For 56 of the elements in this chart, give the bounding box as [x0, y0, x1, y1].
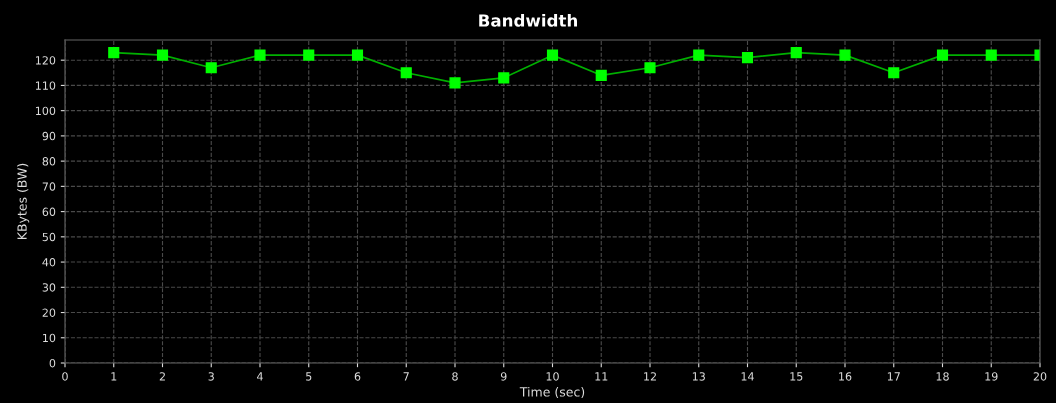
point	[936, 49, 949, 61]
x-tick-label: 17	[887, 372, 900, 381]
x-tick-label: 14	[741, 372, 754, 381]
point	[205, 62, 217, 74]
point	[595, 69, 607, 81]
point	[498, 72, 510, 84]
y-axis-title: KBytes (BW)	[17, 163, 30, 240]
y-tick-label: 20	[42, 308, 56, 317]
point	[546, 49, 559, 61]
x-tick-label: 3	[208, 372, 214, 381]
x-tick-label: 18	[936, 372, 949, 381]
y-tick-label: 30	[42, 283, 56, 292]
point	[888, 67, 900, 79]
x-tick-label: 12	[644, 372, 656, 381]
x-tick-label: 7	[403, 372, 409, 381]
x-tick-label: 0	[62, 372, 68, 381]
x-tick-label: 13	[692, 372, 705, 381]
point	[156, 49, 169, 61]
x-tick-label: 2	[159, 372, 165, 381]
point	[790, 47, 802, 59]
x-axis-title: Time (sec)	[519, 386, 585, 399]
point	[693, 49, 705, 61]
x-tick-label: 4	[257, 372, 263, 381]
x-tick-label: 8	[452, 372, 458, 381]
point	[108, 47, 120, 59]
point	[839, 49, 851, 61]
point	[449, 77, 461, 89]
y-tick-label: 90	[42, 131, 56, 141]
y-tick-label: 100	[35, 106, 56, 116]
x-tick-label: 6	[354, 372, 361, 381]
x-tick-label: 10	[546, 372, 559, 381]
y-tick-label: 0	[49, 358, 56, 368]
x-tick-label: 9	[500, 372, 507, 381]
x-tick-label: 1	[111, 372, 117, 381]
x-tick-label: 20	[1033, 372, 1047, 381]
point	[254, 49, 266, 61]
y-tick-label: 70	[42, 182, 56, 191]
point	[644, 62, 656, 74]
point	[351, 49, 364, 61]
y-tick-label: 50	[42, 232, 56, 242]
y-tick-label: 40	[42, 258, 56, 267]
y-tick-label: 80	[42, 157, 56, 166]
x-tick-label: 5	[306, 372, 312, 381]
x-tick-label: 15	[790, 372, 803, 381]
x-tick-label: 19	[985, 372, 998, 381]
point	[741, 52, 754, 64]
y-tick-label: 10	[43, 333, 56, 343]
y-tick-label: 110	[35, 81, 56, 90]
point	[303, 49, 315, 61]
y-tick-label: 60	[42, 207, 56, 216]
point	[400, 67, 412, 79]
y-tick-label: 120	[35, 56, 56, 65]
point	[985, 49, 997, 61]
x-tick-label: 11	[595, 372, 608, 381]
x-tick-label: 16	[839, 372, 852, 381]
chart-title: Bandwidth	[479, 13, 578, 27]
